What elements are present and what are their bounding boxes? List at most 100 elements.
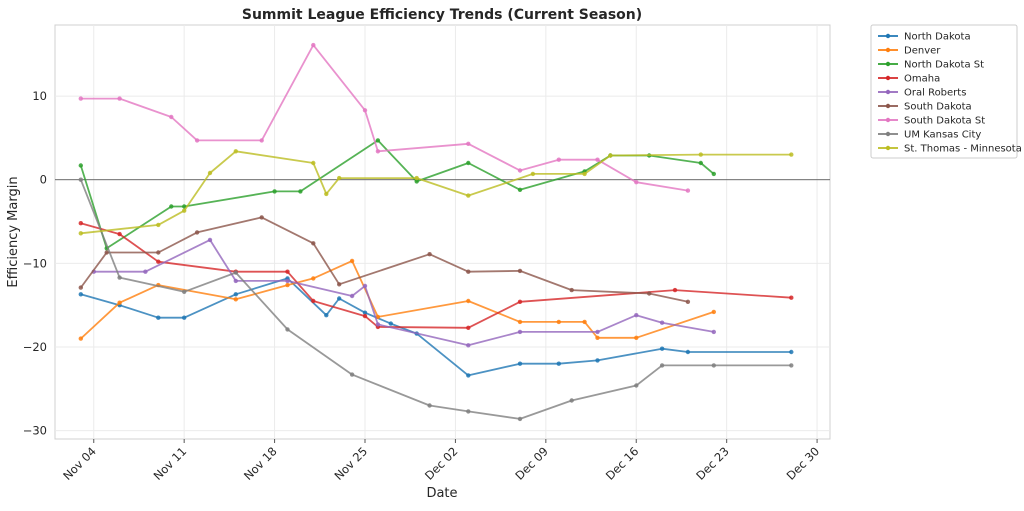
data-point (285, 269, 290, 274)
data-point (427, 403, 432, 408)
data-point (78, 177, 84, 182)
data-point (324, 191, 329, 197)
data-point (466, 160, 471, 166)
data-point (285, 327, 290, 332)
data-point (375, 314, 381, 320)
data-point (634, 180, 639, 185)
y-tick-label: 10 (32, 89, 47, 103)
data-point (285, 278, 290, 284)
plot-area (54, 24, 831, 440)
legend: North Dakota Denver North Dakota St Omaha Or… (870, 24, 1022, 159)
data-point (634, 335, 639, 340)
series-line (93, 238, 714, 347)
data-point (466, 298, 471, 304)
legend-label: North Dakota St (904, 60, 984, 71)
data-point (634, 313, 639, 318)
data-point (517, 319, 523, 325)
y-tick-label: 0 (40, 173, 47, 187)
data-point (659, 320, 665, 325)
data-point (582, 171, 587, 177)
data-point (595, 358, 600, 363)
data-point (117, 231, 122, 237)
legend-frame (870, 24, 1018, 159)
data-point (698, 160, 703, 166)
data-point (388, 321, 393, 326)
data-point (647, 291, 652, 296)
data-point (156, 222, 161, 228)
data-point (259, 138, 264, 143)
legend-marker (885, 131, 891, 137)
data-point (78, 221, 84, 226)
y-tick-label: −30 (23, 424, 47, 438)
data-point (414, 175, 419, 181)
series-south-dakota (78, 215, 691, 304)
data-point (582, 319, 587, 325)
data-point (194, 230, 200, 235)
data-point (595, 329, 600, 335)
data-point (78, 96, 84, 101)
data-point (207, 237, 213, 243)
data-point (337, 175, 342, 181)
data-point (311, 160, 316, 166)
data-point (311, 42, 316, 48)
data-point (362, 310, 368, 315)
data-point (169, 204, 174, 209)
data-point (672, 287, 678, 293)
data-point (427, 252, 432, 257)
data-point (349, 258, 355, 264)
data-point (233, 292, 238, 297)
grid (55, 25, 830, 439)
data-point (517, 329, 523, 335)
legend-item: St. Thomas - Minnesota (878, 144, 1022, 155)
data-point (466, 193, 471, 198)
data-point (569, 287, 574, 293)
data-point (789, 349, 794, 355)
data-point (685, 188, 691, 193)
legend-item: South Dakota (878, 102, 972, 113)
data-point (556, 319, 561, 325)
data-point (711, 171, 716, 177)
series-line (79, 179, 792, 420)
data-point (285, 282, 290, 288)
data-point (78, 231, 84, 236)
data-point (466, 269, 471, 274)
data-point (595, 157, 600, 162)
data-point (530, 171, 536, 177)
data-point (311, 298, 316, 304)
legend-marker (885, 75, 891, 81)
legend-label: Omaha (904, 74, 940, 85)
data-point (324, 313, 329, 318)
legend-marker (885, 145, 891, 151)
series-oral-roberts (91, 237, 716, 348)
series-st-thomas-minnesota (78, 149, 794, 236)
data-point (685, 349, 691, 355)
series-line (80, 222, 792, 329)
data-point (78, 285, 84, 290)
data-point (337, 296, 342, 301)
data-point (143, 269, 148, 274)
data-point (569, 398, 574, 403)
data-point (685, 299, 691, 304)
data-point (311, 241, 316, 246)
data-point (259, 215, 264, 220)
legend-marker (885, 61, 891, 67)
legend-item: Omaha (878, 74, 940, 85)
data-point (466, 325, 471, 330)
data-point (156, 259, 161, 264)
data-point (182, 208, 187, 213)
y-axis-ticks: −30 −20 −10 0 10 (23, 89, 47, 438)
legend-label: Denver (904, 46, 941, 57)
data-point (466, 373, 471, 378)
data-point (659, 346, 665, 351)
data-point (117, 275, 122, 280)
data-point (517, 299, 523, 304)
x-axis-label: Date (426, 486, 457, 501)
data-point (634, 383, 639, 388)
data-point (375, 138, 381, 143)
data-point (78, 292, 84, 297)
y-tick-label: −10 (23, 256, 47, 270)
y-axis-label: Efficiency Margin (6, 176, 21, 287)
data-point (272, 189, 277, 194)
series-layer (78, 42, 794, 422)
